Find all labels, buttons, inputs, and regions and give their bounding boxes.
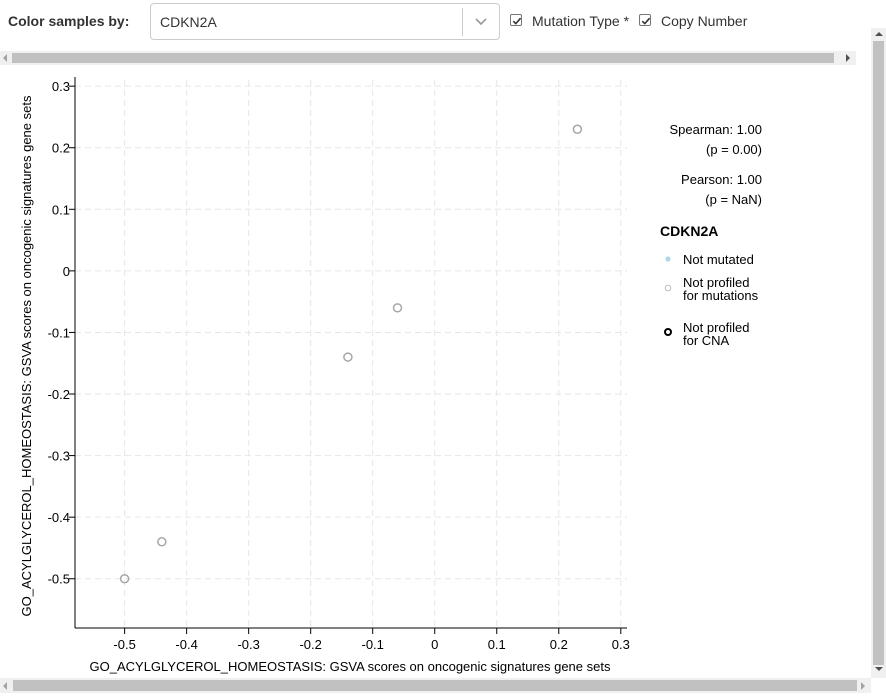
scroll-right-arrow-icon[interactable] (861, 682, 865, 690)
copy-number-checkbox[interactable] (639, 14, 651, 26)
scrollbar-thumb[interactable] (12, 53, 834, 63)
x-tick-label: -0.2 (299, 637, 321, 652)
legend-not-mutated-symbol (665, 256, 671, 262)
legend-item-not-profiled-cna: Not profiled for CNA (683, 321, 749, 347)
x-tick-label: 0.1 (488, 637, 506, 652)
y-tick-label: -0.4 (48, 510, 70, 525)
top-horizontal-scrollbar[interactable] (0, 51, 856, 65)
pearson-value: Pearson: 1.00 (681, 172, 762, 187)
y-tick-label: -0.3 (48, 449, 70, 464)
legend-item-label: Not profiled (683, 320, 750, 335)
chevron-down-icon[interactable] (473, 15, 489, 29)
pearson-p-value: (p = NaN) (705, 192, 762, 207)
x-tick-label: 0.3 (612, 637, 630, 652)
select-divider (462, 8, 463, 36)
x-axis-title: GO_ACYLGLYCEROL_HOMEOSTASIS: GSVA scores… (90, 659, 611, 674)
bottom-horizontal-scrollbar[interactable] (0, 678, 871, 693)
y-tick-label: -0.2 (48, 387, 70, 402)
gene-select-value: CDKN2A (160, 14, 217, 30)
axes (74, 77, 627, 629)
legend-item-label: Not profiled (683, 275, 750, 290)
color-samples-label: Color samples by: (8, 13, 130, 29)
vertical-scrollbar[interactable] (871, 28, 886, 678)
x-tick-label: -0.4 (175, 637, 197, 652)
mutation-type-label[interactable]: Mutation Type * (532, 13, 630, 29)
mutation-type-checkbox[interactable] (510, 14, 522, 26)
x-tick-label: 0 (431, 637, 438, 652)
y-tick-label: 0.1 (52, 202, 70, 217)
legend-item-label: for mutations (683, 288, 759, 303)
scroll-left-arrow-icon[interactable] (3, 54, 7, 62)
correlation-stats: Spearman: 1.00 (p = 0.00) Pearson: 1.00 … (640, 120, 762, 210)
data-points (119, 124, 583, 584)
y-tick-label: 0.2 (52, 141, 70, 156)
legend-item-label: for CNA (683, 333, 730, 348)
y-tick-label: -0.5 (48, 572, 70, 587)
scrollbar-thumb[interactable] (13, 680, 857, 691)
y-tick-label: -0.1 (48, 325, 70, 340)
data-point[interactable] (119, 573, 130, 584)
scrollbar-thumb[interactable] (873, 41, 884, 665)
grid (75, 80, 627, 628)
legend-item-not-profiled-mutations: Not profiled for mutations (683, 276, 758, 302)
y-axis-title: GO_ACYLGLYCEROL_HOMEOSTASIS: GSVA scores… (19, 95, 34, 616)
scroll-up-arrow-icon[interactable] (875, 32, 883, 36)
scroll-left-arrow-icon[interactable] (3, 682, 7, 690)
x-tick-label: -0.5 (113, 637, 135, 652)
y-axis-ticks: 0.3 0.2 0.1 0 -0.1 -0.2 -0.3 -0.4 -0.5 (48, 79, 75, 587)
x-axis-ticks: -0.5 -0.4 -0.3 -0.2 -0.1 0 0.1 0.2 0.3 (113, 628, 630, 652)
scroll-right-arrow-icon[interactable] (846, 54, 850, 62)
legend-not-profiled-cna-symbol (664, 328, 672, 336)
legend-item-not-mutated: Not mutated (683, 253, 754, 266)
spearman-value: Spearman: 1.00 (669, 122, 762, 137)
legend-item-label: Not mutated (683, 252, 754, 267)
scatter-plot: -0.5 -0.4 -0.3 -0.2 -0.1 0 0.1 0.2 0.3 0.3 0.2 0.1… (19, 77, 630, 674)
x-tick-label: -0.1 (362, 637, 384, 652)
legend-title: CDKN2A (660, 223, 719, 239)
y-tick-label: 0 (63, 264, 70, 279)
data-point[interactable] (392, 303, 403, 313)
x-tick-label: 0.2 (550, 637, 568, 652)
data-point[interactable] (157, 537, 167, 547)
copy-number-label[interactable]: Copy Number (661, 13, 748, 29)
x-tick-label: -0.3 (237, 637, 259, 652)
y-tick-label: 0.3 (52, 79, 70, 94)
scroll-down-arrow-icon[interactable] (875, 667, 883, 671)
data-point[interactable] (343, 352, 353, 362)
data-point[interactable] (572, 124, 583, 135)
spearman-p-value: (p = 0.00) (705, 142, 762, 157)
gene-select[interactable]: CDKN2A (150, 3, 500, 40)
legend-not-profiled-mutations-symbol (664, 284, 672, 292)
toolbar: Color samples by: CDKN2A Mutation Type *… (0, 0, 886, 44)
